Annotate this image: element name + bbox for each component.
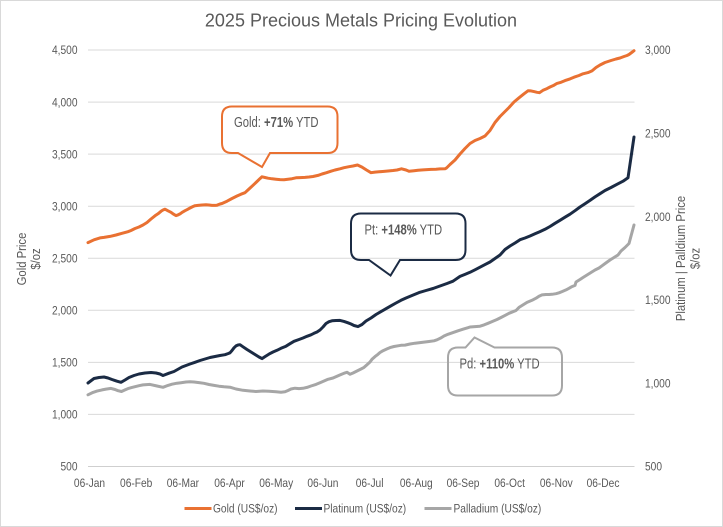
- svg-text:Palladium (US$/oz): Palladium (US$/oz): [454, 503, 542, 516]
- svg-text:3,500: 3,500: [52, 149, 78, 162]
- svg-text:1,500: 1,500: [645, 295, 671, 308]
- svg-text:Gold (US$/oz): Gold (US$/oz): [213, 503, 278, 516]
- svg-text:Gold Price: Gold Price: [14, 233, 29, 286]
- svg-text:06-Mar: 06-Mar: [167, 477, 200, 490]
- svg-text:$/oz: $/oz: [28, 248, 43, 269]
- svg-text:06-May: 06-May: [259, 477, 293, 490]
- svg-text:06-Jun: 06-Jun: [307, 477, 338, 490]
- svg-text:$/oz: $/oz: [688, 248, 703, 269]
- svg-text:4,000: 4,000: [52, 97, 78, 110]
- svg-text:06-Jan: 06-Jan: [74, 477, 105, 490]
- svg-text:4,500: 4,500: [52, 45, 78, 58]
- svg-text:06-Jul: 06-Jul: [356, 477, 384, 490]
- svg-text:06-Feb: 06-Feb: [120, 477, 152, 490]
- svg-text:1,000: 1,000: [52, 409, 78, 422]
- svg-text:3,000: 3,000: [645, 45, 671, 58]
- svg-text:Platinum | Palldium Price: Platinum | Palldium Price: [673, 196, 688, 321]
- svg-text:2,500: 2,500: [52, 253, 78, 266]
- svg-text:06-Dec: 06-Dec: [587, 477, 620, 490]
- svg-text:1,500: 1,500: [52, 357, 78, 370]
- svg-text:1,000: 1,000: [645, 378, 671, 391]
- svg-text:3,000: 3,000: [52, 201, 78, 214]
- svg-text:06-Apr: 06-Apr: [214, 477, 245, 490]
- svg-text:06-Nov: 06-Nov: [540, 477, 573, 490]
- svg-text:2,000: 2,000: [645, 211, 671, 224]
- svg-text:2,000: 2,000: [52, 305, 78, 318]
- svg-text:06-Sep: 06-Sep: [447, 477, 480, 490]
- svg-text:Platinum (US$/oz): Platinum (US$/oz): [324, 503, 407, 516]
- svg-text:06-Aug: 06-Aug: [400, 477, 433, 490]
- svg-text:Pt: +148% YTD: Pt: +148% YTD: [365, 221, 443, 238]
- svg-text:Pd: +110% YTD: Pd: +110% YTD: [460, 355, 540, 372]
- svg-text:2025 Precious Metals Pricing E: 2025 Precious Metals Pricing Evolution: [205, 11, 517, 31]
- svg-text:500: 500: [645, 461, 662, 474]
- svg-text:2,500: 2,500: [645, 128, 671, 141]
- svg-text:500: 500: [60, 461, 77, 474]
- svg-text:Gold: +71% YTD: Gold: +71% YTD: [234, 113, 318, 130]
- svg-text:06-Oct: 06-Oct: [494, 477, 525, 490]
